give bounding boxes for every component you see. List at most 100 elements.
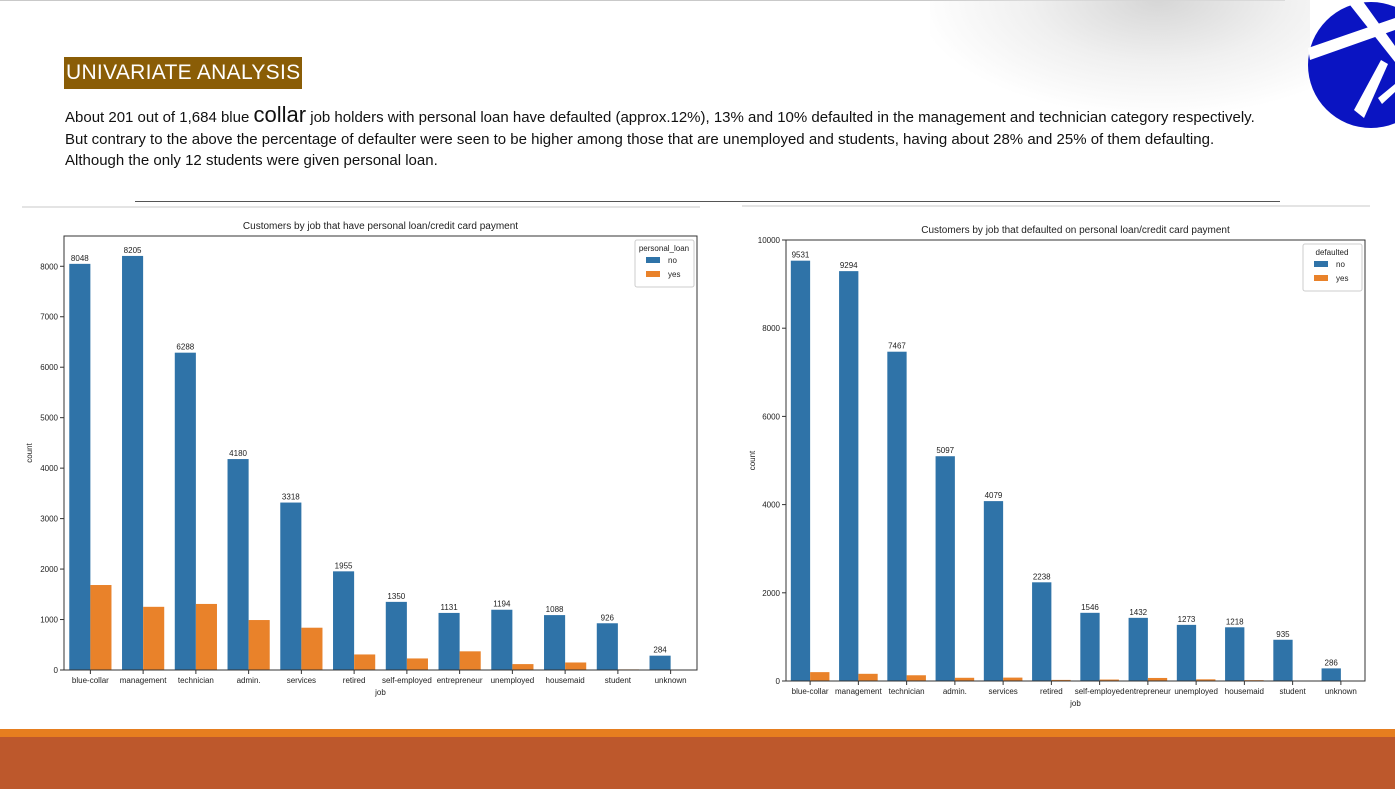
bar-yes xyxy=(810,672,830,681)
bar-data-label: 1546 xyxy=(1081,603,1099,612)
paragraph-1: About 201 out of 1,684 blue collar job h… xyxy=(65,104,1325,129)
bar-data-label: 1955 xyxy=(335,561,353,570)
x-tick-label: management xyxy=(835,687,882,696)
y-tick-label: 0 xyxy=(54,666,59,675)
x-tick-label: unknown xyxy=(1325,687,1357,696)
legend-swatch-yes xyxy=(1314,275,1328,281)
bar-no xyxy=(790,260,811,681)
slide-body-text: About 201 out of 1,684 blue collar job h… xyxy=(65,104,1325,172)
y-tick-label: 5000 xyxy=(40,414,58,423)
bar-no xyxy=(174,352,196,670)
bar-no xyxy=(1225,627,1245,681)
x-tick-label: services xyxy=(287,676,316,685)
legend-label-yes: yes xyxy=(1336,274,1348,283)
legend-title: defaulted xyxy=(1316,248,1349,257)
bar-data-label: 9294 xyxy=(840,261,858,270)
bar-yes xyxy=(1099,679,1119,681)
bar-data-label: 1273 xyxy=(1178,615,1196,624)
bar-data-label: 8205 xyxy=(124,246,142,255)
bar-no xyxy=(491,609,513,670)
bar-data-label: 1218 xyxy=(1226,617,1244,626)
bar-data-label: 9531 xyxy=(792,251,810,260)
bar-yes xyxy=(354,654,376,670)
y-tick-label: 1000 xyxy=(40,616,58,625)
bar-data-label: 1350 xyxy=(387,592,405,601)
y-tick-label: 6000 xyxy=(40,363,58,372)
brand-logo-icon xyxy=(1308,0,1395,128)
bar-no xyxy=(227,459,249,670)
bar-yes xyxy=(1196,679,1216,681)
x-tick-label: self-employed xyxy=(1075,687,1125,696)
y-axis-label: count xyxy=(25,442,34,462)
bar-no xyxy=(983,501,1004,681)
bar-data-label: 284 xyxy=(653,646,667,655)
y-tick-label: 4000 xyxy=(40,464,58,473)
y-tick-label: 0 xyxy=(776,677,781,686)
legend-title: personal_loan xyxy=(639,244,689,253)
bar-no xyxy=(596,623,618,670)
bar-no xyxy=(280,502,302,670)
bar-no xyxy=(1321,668,1341,681)
y-tick-label: 3000 xyxy=(40,515,58,524)
chart-panel-defaulted: Customers by job that defaulted on perso… xyxy=(742,205,1370,732)
bar-yes xyxy=(858,673,878,681)
bar-yes xyxy=(90,585,112,670)
bar-yes xyxy=(1147,677,1168,681)
bar-data-label: 2238 xyxy=(1033,572,1051,581)
chart-panel-personal-loan: Customers by job that have personal loan… xyxy=(22,206,700,708)
y-tick-label: 2000 xyxy=(762,589,780,598)
y-tick-label: 2000 xyxy=(40,565,58,574)
x-tick-label: housemaid xyxy=(546,676,585,685)
y-axis-label: count xyxy=(748,450,757,470)
bar-yes xyxy=(906,675,926,681)
bar-no xyxy=(385,601,407,670)
x-tick-label: entrepreneur xyxy=(437,676,483,685)
bar-data-label: 3318 xyxy=(282,493,300,502)
y-tick-label: 6000 xyxy=(762,412,780,421)
bar-yes xyxy=(1051,679,1071,681)
bar-yes xyxy=(512,664,534,670)
footer-band-orange xyxy=(0,729,1395,737)
bar-yes xyxy=(406,658,428,670)
bar-no xyxy=(69,263,91,670)
bar-yes xyxy=(301,627,323,670)
x-tick-label: retired xyxy=(343,676,366,685)
x-tick-label: blue-collar xyxy=(792,687,829,696)
bar-data-label: 1432 xyxy=(1129,608,1147,617)
top-rule xyxy=(0,0,1285,1)
paragraph-2: But contrary to the above the percentage… xyxy=(65,130,1215,148)
chart-defaulted: Customers by job that defaulted on perso… xyxy=(748,225,1366,708)
slide-title: UNIVARIATE ANALYSIS xyxy=(64,57,303,89)
chart-personal-loan: Customers by job that have personal loan… xyxy=(25,221,698,697)
bar-yes xyxy=(248,620,270,670)
bar-yes xyxy=(565,662,587,670)
legend-swatch-no xyxy=(1314,261,1328,267)
bar-data-label: 5097 xyxy=(936,446,954,455)
x-tick-label: student xyxy=(1280,687,1307,696)
plot-frame xyxy=(63,235,698,671)
bar-no xyxy=(544,615,566,670)
bar-data-label: 4079 xyxy=(985,491,1003,500)
bar-no xyxy=(1080,612,1100,681)
header-shade xyxy=(930,0,1310,110)
x-tick-label: unemployed xyxy=(491,676,535,685)
x-tick-label: technician xyxy=(889,687,925,696)
x-tick-label: management xyxy=(120,676,167,685)
x-tick-label: housemaid xyxy=(1225,687,1264,696)
bar-yes xyxy=(459,651,481,670)
bar-no xyxy=(839,271,859,681)
y-tick-label: 8000 xyxy=(762,324,780,333)
bar-no xyxy=(438,612,460,670)
y-tick-label: 10000 xyxy=(758,236,781,245)
bar-data-label: 1088 xyxy=(546,605,564,614)
bar-no xyxy=(1128,617,1148,681)
x-tick-label: admin. xyxy=(237,676,261,685)
y-tick-label: 7000 xyxy=(40,313,58,322)
bar-data-label: 6288 xyxy=(176,343,194,352)
bar-yes xyxy=(1003,677,1023,681)
bar-no xyxy=(649,655,671,670)
bar-yes xyxy=(195,603,217,670)
bar-no xyxy=(333,571,355,670)
x-tick-label: admin. xyxy=(943,687,967,696)
footer-band-rust xyxy=(0,737,1395,789)
